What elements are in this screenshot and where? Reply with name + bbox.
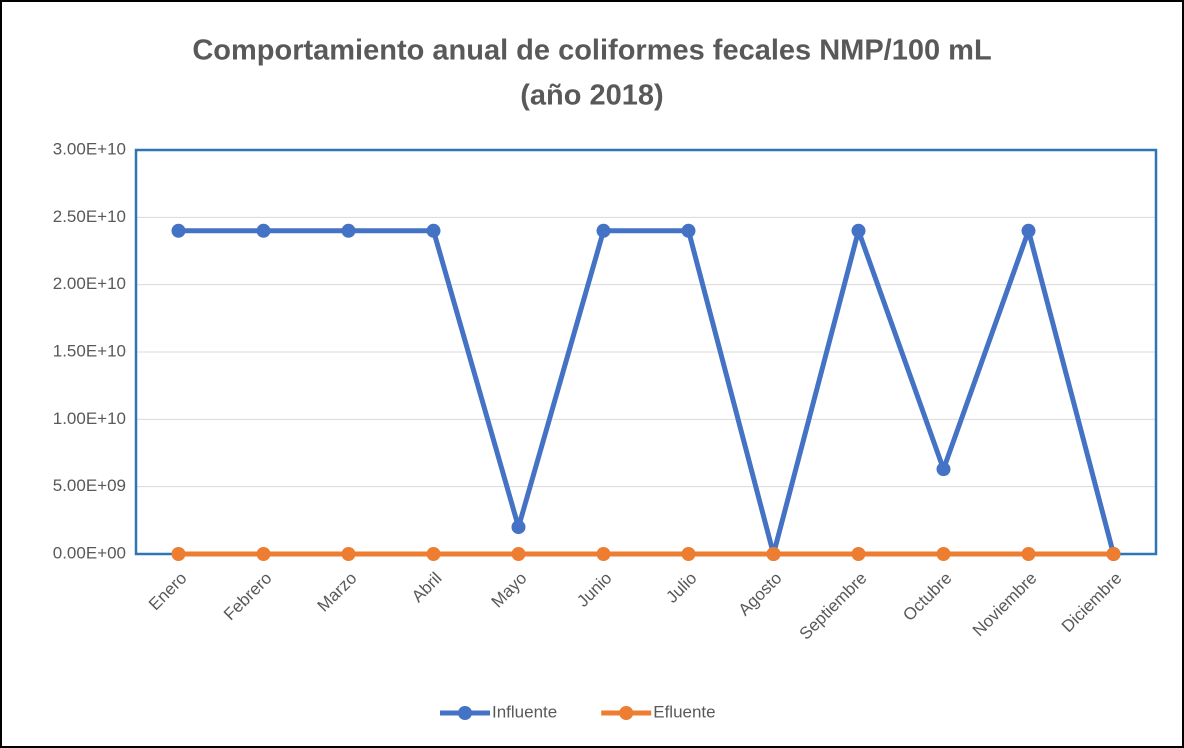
point <box>851 223 866 238</box>
point <box>511 547 526 561</box>
point <box>681 547 696 561</box>
series-line <box>178 228 1116 557</box>
point <box>1021 223 1036 238</box>
point <box>256 223 271 238</box>
point <box>171 547 186 561</box>
y-tick-label: 0.00E+00 <box>53 543 126 562</box>
y-tick-label: 3.00E+10 <box>53 139 126 158</box>
legend-label: Influente <box>492 702 557 721</box>
y-tick-label: 2.50E+10 <box>53 207 126 226</box>
point <box>341 223 356 238</box>
legend-marker <box>619 706 634 720</box>
point <box>511 520 526 535</box>
point <box>426 223 441 238</box>
chart-title: (año 2018) <box>520 80 663 112</box>
point <box>851 547 866 561</box>
point <box>1021 547 1036 561</box>
point <box>256 547 271 561</box>
point <box>936 462 951 477</box>
point <box>766 547 781 561</box>
point <box>1106 547 1121 561</box>
point <box>341 547 356 561</box>
point <box>596 223 611 238</box>
y-tick-label: 2.00E+10 <box>53 274 126 293</box>
chart-title: Comportamiento anual de coliformes fecal… <box>192 35 991 67</box>
y-tick-label: 5.00E+09 <box>53 476 126 495</box>
point <box>426 547 441 561</box>
point <box>681 223 696 238</box>
y-tick-label: 1.50E+10 <box>53 341 126 360</box>
legend-marker <box>458 706 472 720</box>
y-tick-label: 1.00E+10 <box>53 409 126 428</box>
point <box>171 223 186 238</box>
legend-label: Efluente <box>653 702 715 721</box>
point <box>596 547 611 561</box>
point <box>936 547 951 561</box>
